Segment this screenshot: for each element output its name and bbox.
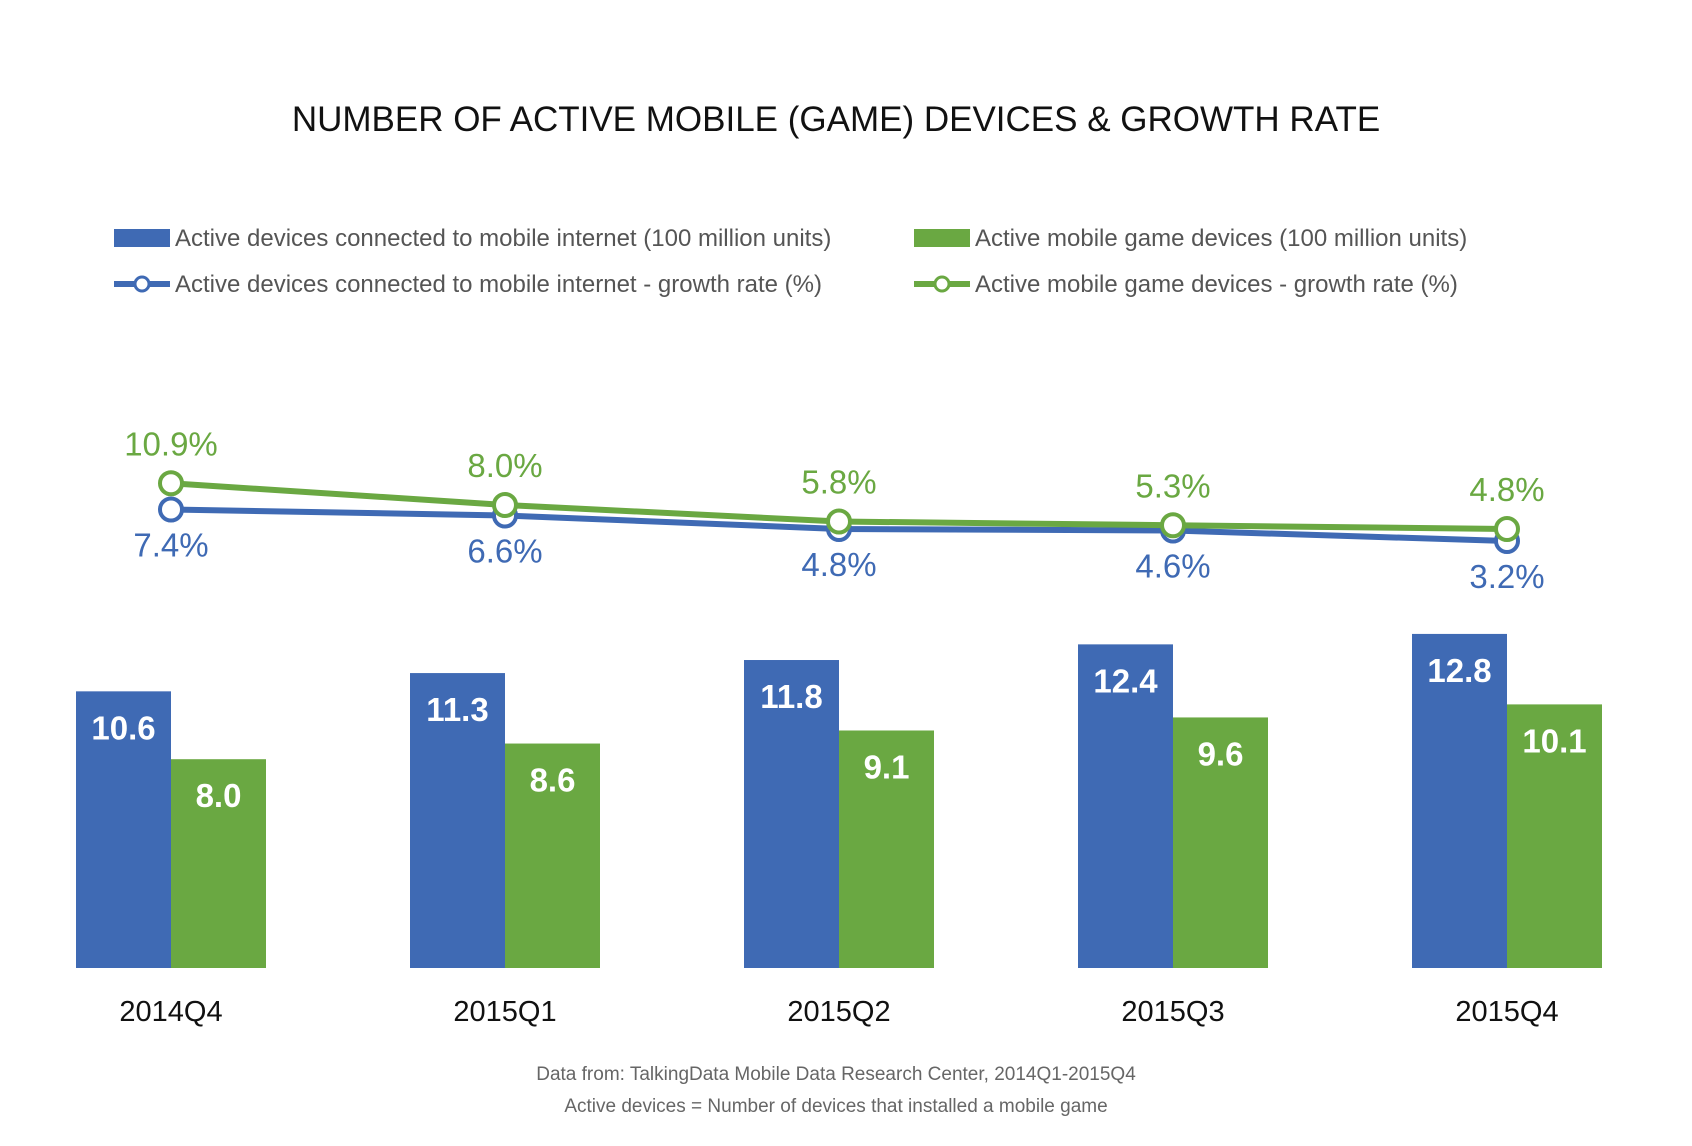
x-tick-label-2015Q4: 2015Q4	[1455, 996, 1558, 1028]
legend-game-growth-label: Active mobile game devices - growth rate…	[975, 271, 1458, 298]
x-tick-label-2014Q4: 2014Q4	[119, 996, 222, 1028]
x-tick-label-2015Q1: 2015Q1	[453, 996, 556, 1028]
internet-devices-bar-2015Q2	[744, 660, 839, 968]
game-growth-label-2015Q2: 5.8%	[801, 464, 876, 501]
game-growth-point-2015Q2	[826, 508, 852, 535]
game-growth-label-2015Q4: 4.8%	[1469, 471, 1544, 508]
game-growth-point-2015Q4	[1494, 516, 1520, 542]
internet-devices-bar-label-2015Q2: 11.8	[760, 678, 822, 715]
legend: Active devices connected to mobile inter…	[114, 225, 1467, 298]
internet-devices-bar-2015Q3	[1078, 644, 1173, 968]
internet-growth-label-2014Q4: 7.4%	[133, 527, 208, 564]
x-tick-label-2015Q3: 2015Q3	[1121, 996, 1224, 1028]
game-growth-label-2015Q3: 5.3%	[1135, 467, 1210, 504]
game-growth-label-2014Q4: 10.9%	[124, 425, 218, 462]
game-devices-bar-2015Q3	[1173, 717, 1268, 968]
game-growth-label-2015Q1: 8.0%	[467, 447, 542, 484]
game-devices-bar-2015Q2	[839, 730, 934, 968]
legend-game-devices-swatch	[914, 229, 970, 247]
game-devices-bar-2015Q1	[505, 743, 600, 968]
internet-devices-bar-2015Q1	[410, 673, 505, 968]
game-devices-bar-label-2015Q1: 8.6	[530, 762, 576, 799]
legend-internet-growth-marker	[133, 275, 151, 293]
x-axis: 2014Q4 2015Q1 2015Q2 2015Q3 2015Q4	[119, 996, 1558, 1028]
game-growth-point-2015Q1	[492, 492, 518, 518]
source-note: Data from: TalkingData Mobile Data Resea…	[536, 1064, 1136, 1085]
internet-growth-point-2014Q4	[158, 496, 184, 523]
internet-devices-bar-2015Q4	[1412, 633, 1507, 968]
game-devices-bar-2015Q4	[1507, 704, 1602, 968]
internet-growth-label-2015Q2: 4.8%	[801, 546, 876, 583]
game-devices-bar-label-2015Q4: 10.1	[1522, 722, 1586, 759]
internet-devices-bar-label-2015Q1: 11.3	[426, 691, 488, 728]
game-devices-bar-label-2014Q4: 8.0	[196, 777, 242, 814]
game-devices-bar-2014Q4	[171, 759, 266, 968]
legend-game-devices-label: Active mobile game devices (100 million …	[975, 225, 1467, 252]
definition-note: Active devices = Number of devices that …	[564, 1096, 1107, 1117]
internet-growth-label-2015Q1: 6.6%	[467, 533, 542, 570]
line-group: 7.4% 6.6% 4.8% 4.6% 3.2% 10.9% 8.0% 5.8% 5.3% 4.8…	[124, 425, 1544, 595]
game-growth-point-2015Q3	[1160, 512, 1186, 539]
game-devices-bar-label-2015Q2: 9.1	[864, 748, 910, 785]
game-growth-point-2014Q4	[158, 470, 184, 497]
internet-growth-label-2015Q3: 4.6%	[1135, 548, 1210, 585]
internet-devices-bar-label-2015Q3: 12.4	[1093, 662, 1158, 699]
internet-devices-bar-2014Q4	[76, 691, 171, 968]
internet-devices-bar-label-2014Q4: 10.6	[91, 709, 155, 746]
internet-growth-label-2015Q4: 3.2%	[1469, 558, 1544, 595]
game-devices-bar-label-2015Q3: 9.6	[1198, 735, 1244, 772]
legend-internet-devices-label: Active devices connected to mobile inter…	[175, 225, 831, 252]
x-tick-label-2015Q2: 2015Q2	[787, 996, 890, 1028]
legend-internet-growth-label: Active devices connected to mobile inter…	[175, 271, 822, 298]
bar-group: 10.6 8.0 11.3 8.6 11.8 9.1 12.4 9.6 12.8 10.1	[76, 633, 1602, 968]
internet-devices-bar-label-2015Q4: 12.8	[1427, 652, 1491, 689]
chart-title: NUMBER OF ACTIVE MOBILE (GAME) DEVICES &…	[292, 100, 1380, 139]
legend-game-growth-marker	[933, 275, 951, 293]
legend-internet-devices-swatch	[114, 229, 170, 247]
